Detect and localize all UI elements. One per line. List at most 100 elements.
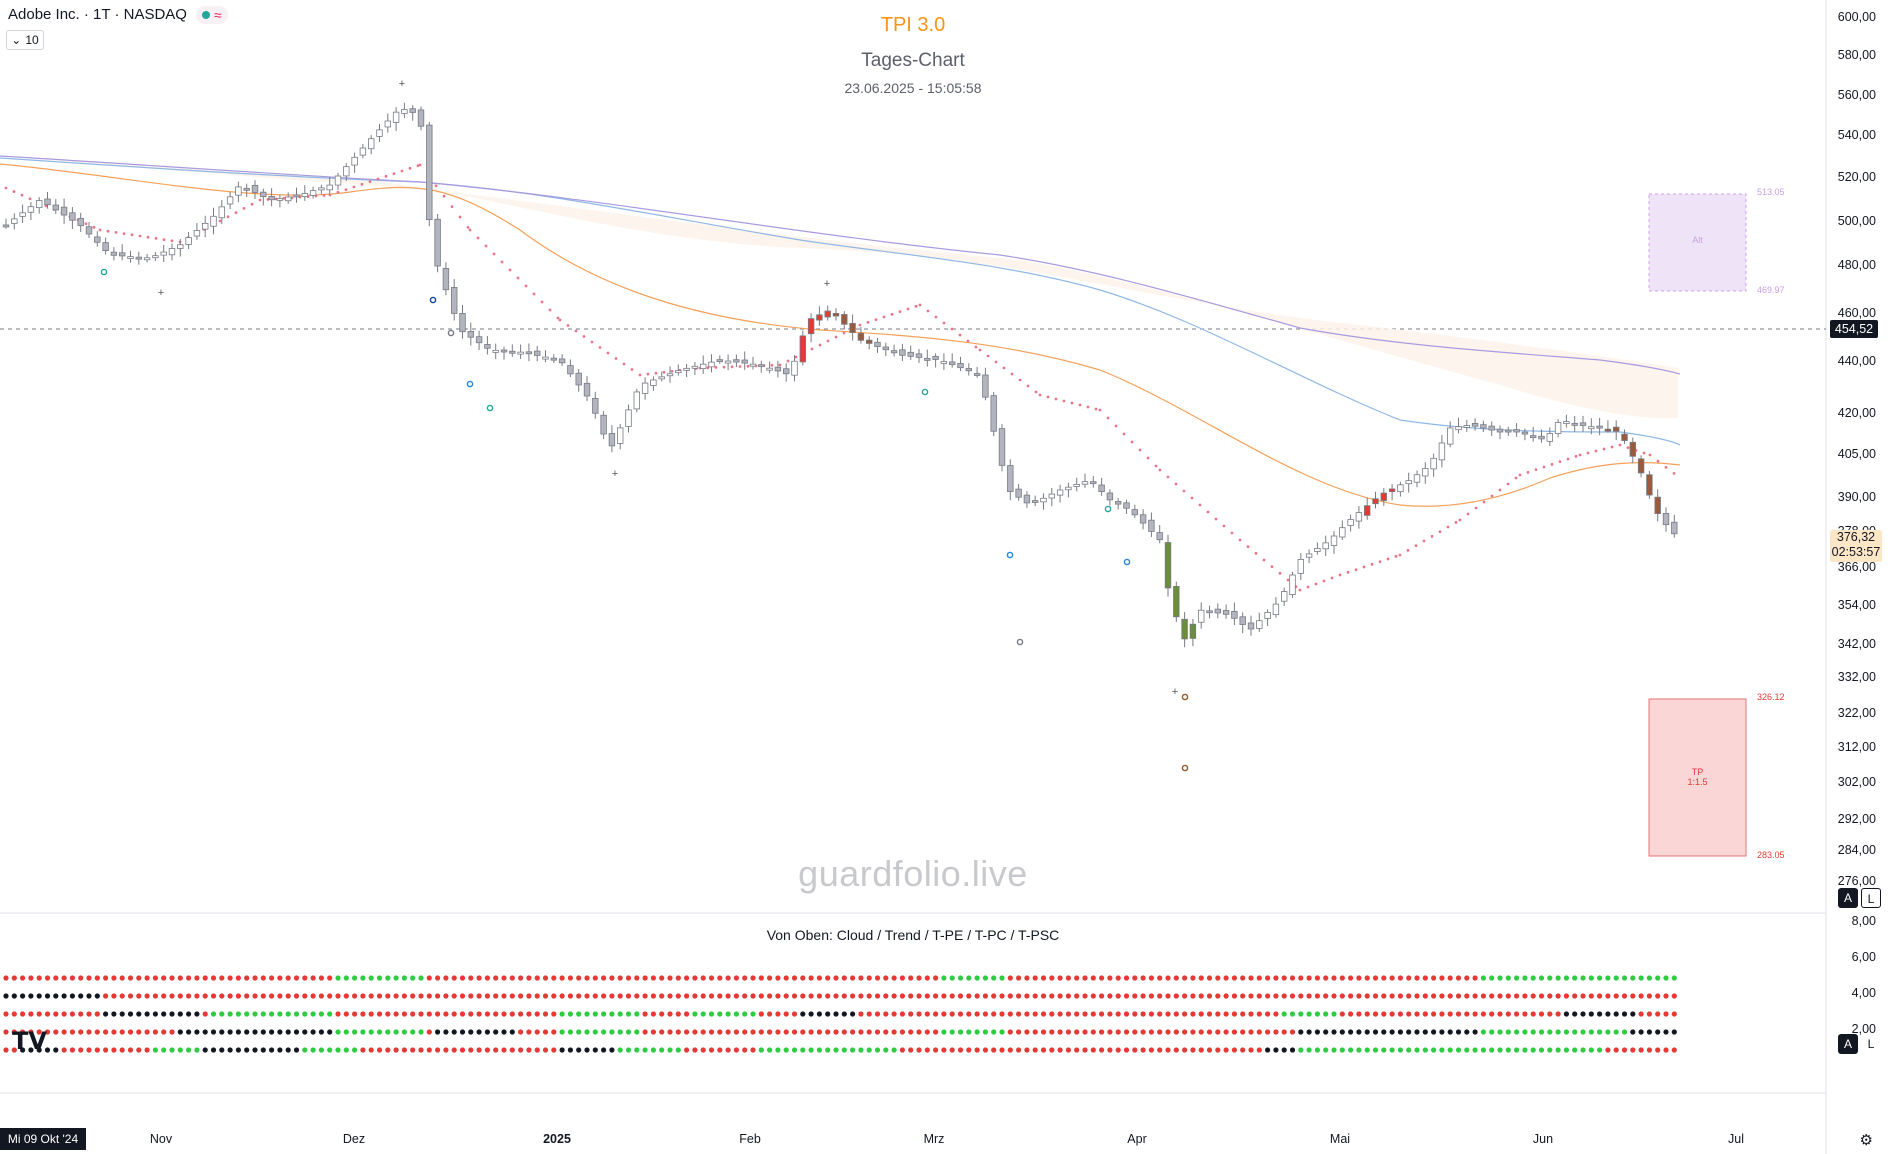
log-scale-button[interactable]: L [1861, 888, 1881, 908]
indicator-dot [742, 975, 748, 981]
indicator-tick-label: 4,00 [1851, 986, 1876, 1000]
indicator-dot [991, 1047, 997, 1053]
candle-body [459, 313, 466, 333]
trailing-stop-dot [722, 365, 726, 369]
indicator-dot [874, 993, 881, 999]
indicator-dot [1671, 1047, 1677, 1053]
candle-body [608, 433, 616, 447]
trailing-stop-dot [226, 215, 230, 219]
indicator-dot [742, 1029, 748, 1035]
indicator-dot [343, 1029, 349, 1035]
indicator-dot [1597, 1011, 1603, 1017]
log-scale-button-2[interactable]: L [1867, 1037, 1875, 1051]
indicator-dot [601, 975, 607, 981]
candle-body [1388, 488, 1396, 492]
indicator-dot [1439, 1011, 1445, 1017]
indicator-dot [119, 1029, 125, 1035]
indicator-dot [1514, 975, 1520, 981]
indicator-dot [518, 993, 524, 999]
candle-body [592, 398, 599, 414]
indicator-collapse-button[interactable]: ⌄ 10 [6, 30, 44, 50]
candle-body [94, 236, 101, 243]
status-badges[interactable]: ≈ [196, 6, 228, 24]
indicator-dot [625, 975, 632, 981]
trailing-stop-dot [1070, 401, 1074, 405]
indicator-dot [999, 1011, 1005, 1017]
indicator-dot [1123, 993, 1130, 999]
indicator-dot [1547, 1029, 1553, 1035]
indicator-dot [584, 975, 590, 981]
indicator-dot [1663, 975, 1669, 981]
indicator-dot [244, 1029, 250, 1035]
auto-scale-button-2[interactable]: A [1838, 1034, 1858, 1054]
candle-body [1538, 435, 1545, 440]
indicator-dot [1314, 1047, 1320, 1053]
indicator-dot [1663, 1029, 1669, 1035]
indicator-dot [401, 975, 407, 981]
symbol-title[interactable]: Adobe Inc. · 1T · NASDAQ [8, 6, 187, 23]
indicator-dot [1099, 975, 1105, 981]
indicator-dot [177, 1011, 183, 1017]
indicator-dot [1431, 993, 1437, 999]
indicator-dot [136, 975, 142, 981]
candle-body [633, 391, 640, 410]
candle-body [384, 120, 391, 128]
indicator-dot [1397, 993, 1403, 999]
trailing-stop-dot [778, 363, 782, 367]
indicator-dot [850, 1029, 856, 1035]
trailing-stop-dot [1046, 395, 1050, 399]
indicator-dot [1588, 975, 1594, 981]
indicator-dot [576, 1029, 582, 1035]
indicator-dot [318, 1029, 324, 1035]
settings-gear-icon[interactable]: ⚙ [1859, 1132, 1873, 1149]
indicator-dot [310, 1029, 316, 1035]
indicator-dot [750, 975, 756, 981]
tradingview-logo[interactable]: TV [12, 1027, 47, 1055]
indicator-dot [360, 1011, 366, 1017]
candle-body [1347, 519, 1354, 526]
indicator-dot [410, 993, 416, 999]
indicator-dot [775, 993, 781, 999]
indicator-dot [1348, 1029, 1354, 1035]
candle-body [44, 198, 51, 206]
auto-scale-button[interactable]: A [1838, 888, 1858, 908]
indicator-dot [634, 975, 640, 981]
candle-body [1413, 474, 1421, 483]
candle-body [1438, 442, 1446, 461]
trailing-stop-dot [1446, 525, 1450, 529]
indicator-dot [103, 1047, 109, 1053]
indicator-dot [692, 975, 698, 981]
indicator-dot [1372, 993, 1379, 999]
candle-body [475, 336, 483, 344]
indicator-dot [1140, 1011, 1146, 1017]
candle-body [899, 349, 906, 356]
candle-body [583, 382, 591, 397]
trailing-stop-dot [4, 186, 8, 190]
indicator-dot [559, 1011, 565, 1017]
candle-body [152, 255, 159, 259]
candle-body [932, 356, 939, 360]
trailing-stop-dot [942, 321, 946, 325]
indicator-dot [767, 1011, 773, 1017]
tp-zone-ratio: 1:1.5 [1687, 777, 1708, 787]
indicator-dot [1547, 975, 1553, 981]
candle-body [1081, 481, 1089, 485]
indicator-dot [899, 1029, 906, 1035]
indicator-dot [501, 1029, 507, 1035]
indicator-dot [451, 1029, 457, 1035]
indicator-dot [1107, 993, 1113, 999]
indicator-dot [1431, 1029, 1437, 1035]
price-tick-label: 332,00 [1837, 670, 1876, 684]
trailing-stop-dot [818, 343, 822, 347]
trailing-stop-dot [914, 304, 918, 308]
indicator-dot [1563, 1011, 1569, 1017]
indicator-dot [1049, 993, 1055, 999]
indicator-dot [800, 975, 806, 981]
indicator-dot [376, 993, 383, 999]
indicator-dot [260, 1011, 266, 1017]
indicator-dot [194, 975, 200, 981]
candle-body [127, 256, 134, 259]
candle-body [534, 350, 541, 356]
indicator-dot [127, 1047, 134, 1053]
